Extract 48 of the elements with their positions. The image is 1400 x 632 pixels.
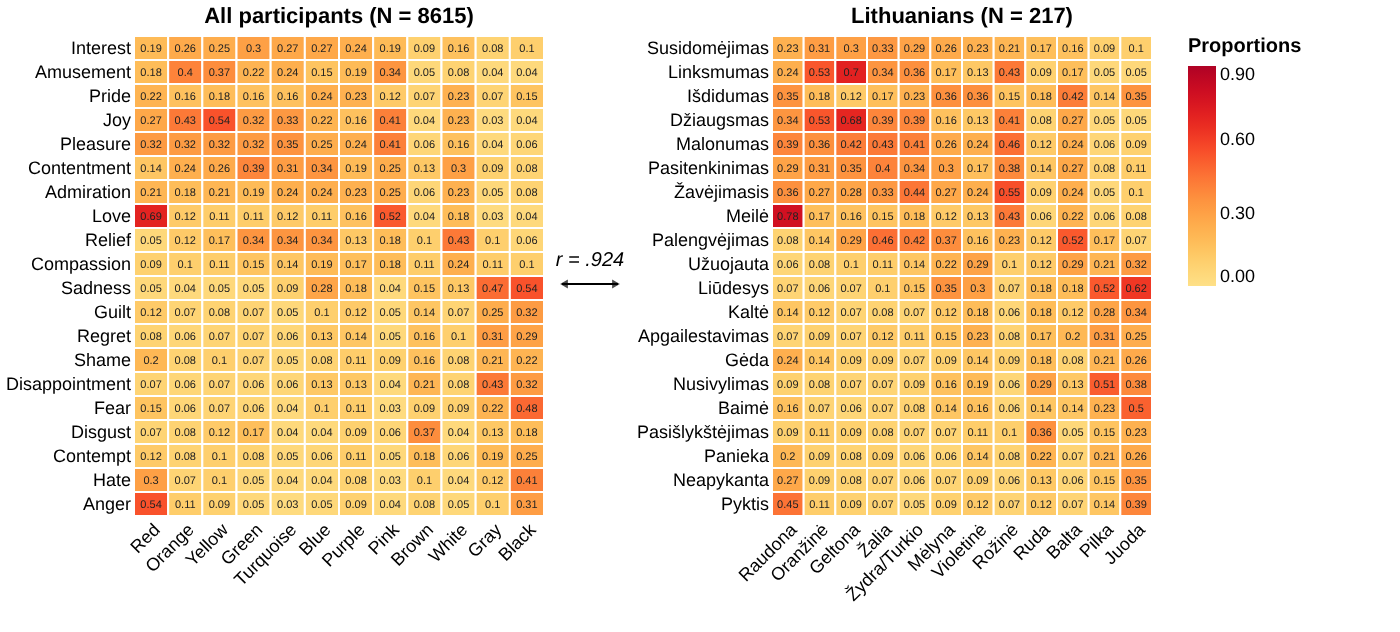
y-tick-label: Išdidumas: [686, 86, 770, 106]
y-tick-label: Kaltė: [727, 302, 769, 322]
y-tick-label: Palengvėjimas: [651, 230, 770, 250]
y-tick-label: Liūdesys: [697, 278, 770, 298]
color-bar-label: 0.90: [1220, 64, 1256, 84]
y-tick-label: Fear: [93, 398, 131, 418]
y-tick-label: Pasišlykštėjimas: [636, 422, 770, 442]
y-tick-label: Meilė: [725, 206, 769, 226]
y-tick-label: Žavėjimasis: [673, 182, 770, 202]
y-tick-label: Apgailestavimas: [637, 326, 770, 346]
y-tick-label: Pasitenkinimas: [647, 158, 770, 178]
y-tick-label: Disgust: [70, 422, 132, 442]
y-tick-label: Admiration: [44, 182, 131, 202]
y-tick-label: Disappointment: [5, 374, 132, 394]
y-tick-label: Sadness: [60, 278, 132, 298]
y-tick-label: Contentment: [27, 158, 132, 178]
y-tick-label: Neapykanta: [672, 470, 769, 490]
y-tick-label: Regret: [76, 326, 132, 346]
y-tick-label: Shame: [73, 350, 131, 370]
y-tick-label: Joy: [102, 110, 132, 130]
y-tick-label: Baimė: [717, 398, 769, 418]
color-bar-title: Proportions: [1188, 36, 1303, 58]
y-tick-label: Compassion: [30, 254, 131, 274]
y-tick-label: Užuojauta: [687, 254, 769, 274]
y-tick-label: Pyktis: [720, 494, 770, 514]
y-tick-label: Malonumas: [675, 134, 770, 154]
y-tick-label: Guilt: [93, 302, 132, 322]
y-tick-label: Amusement: [34, 62, 132, 82]
y-tick-label: Nusivylimas: [672, 374, 770, 394]
y-tick-label: Gėda: [724, 350, 769, 370]
y-tick-label: Panieka: [703, 446, 769, 466]
y-tick-label: Susidomėjimas: [646, 38, 770, 58]
chart-title: Lithuanians (N = 217): [851, 5, 1074, 29]
color-bar-label: 0.00: [1220, 266, 1256, 286]
y-tick-label: Contempt: [52, 446, 132, 466]
y-tick-label: Anger: [82, 494, 131, 514]
y-tick-label: Džiaugsmas: [669, 110, 770, 130]
y-tick-label: Pleasure: [59, 134, 131, 154]
y-tick-label: Hate: [92, 470, 131, 490]
y-tick-label: Interest: [70, 38, 132, 58]
y-tick-label: Love: [91, 206, 131, 226]
text: r = .924: [555, 250, 626, 272]
y-tick-label: Pride: [88, 86, 131, 106]
y-tick-label: Relief: [84, 230, 132, 250]
color-bar-label: 0.60: [1220, 129, 1256, 150]
chart-title: All participants (N = 8615): [204, 5, 475, 29]
color-bar-label: 0.30: [1220, 202, 1256, 223]
y-tick-label: Linksmumas: [667, 62, 770, 82]
